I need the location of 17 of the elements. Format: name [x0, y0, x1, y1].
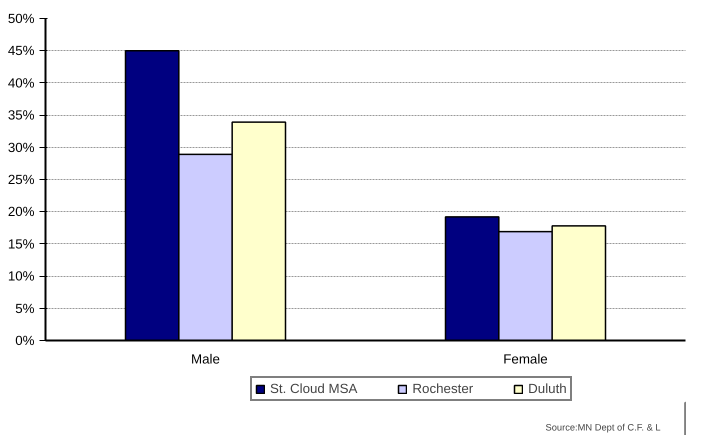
y-tick-label: 10%	[8, 268, 35, 284]
legend-label: Duluth	[528, 381, 567, 396]
y-tick-label: 30%	[8, 140, 35, 155]
x-tick-label: Male	[191, 352, 220, 366]
x-tick-label: Female	[503, 352, 548, 366]
y-tick-label: 50%	[8, 11, 35, 26]
y-tick-label: 35%	[8, 108, 35, 123]
y-tick-label: 40%	[8, 75, 35, 90]
y-tick-label: 20%	[8, 204, 35, 220]
source-note: Source:MN Dept of C.F. & L	[546, 422, 661, 432]
y-tick-label: 5%	[15, 300, 35, 316]
y-tick-label: 15%	[8, 236, 35, 252]
legend-label: Rochester	[412, 381, 474, 396]
legend-label: St. Cloud MSA	[270, 381, 358, 396]
y-tick-label: 0%	[15, 333, 35, 348]
y-tick-label: 45%	[8, 43, 35, 58]
y-tick-label: 25%	[8, 172, 35, 187]
